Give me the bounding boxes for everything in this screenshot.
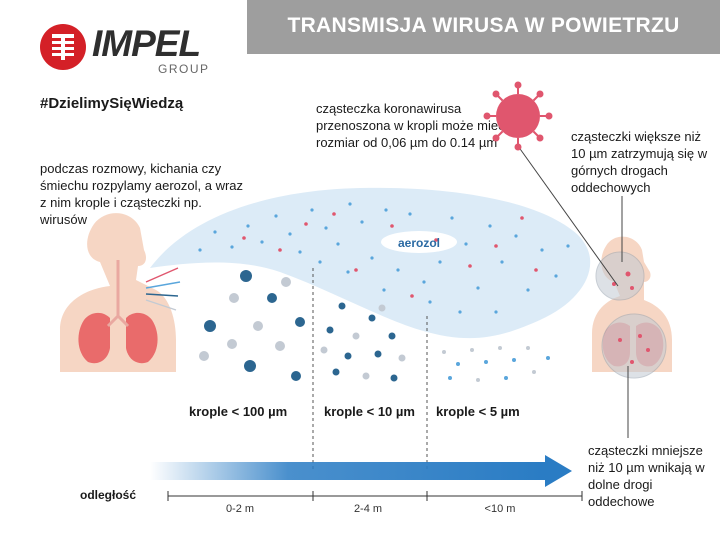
logo-subtitle: GROUP <box>158 62 210 76</box>
text-large-particles: cząsteczki większe niż 10 µm zatrzymują … <box>571 129 708 195</box>
category-label-10um: krople < 10 µm <box>324 404 415 419</box>
person-left <box>60 213 181 372</box>
aerosol-label-bg <box>381 231 457 253</box>
page-title: TRANSMISJA WIRUSA W POWIETRZU <box>287 14 680 37</box>
droplets-large <box>199 270 305 381</box>
droplets-medium <box>320 302 406 382</box>
range-label-2-4m: 2-4 m <box>353 503 383 515</box>
logo-mark-icon <box>40 24 86 70</box>
aerosol-cloud <box>150 187 591 339</box>
category-label-5um: krople < 5 µm <box>436 404 520 419</box>
distance-arrow <box>150 455 572 487</box>
header-banner: TRANSMISJA WIRUSA W POWIETRZU <box>247 0 720 54</box>
person-right <box>592 236 672 379</box>
hashtag: #DzielimySięWiedzą <box>40 95 184 112</box>
distance-scale <box>167 491 583 501</box>
category-label-100um: krople < 100 µm <box>189 404 288 419</box>
coronavirus-icon <box>483 81 553 151</box>
logo: IMPEL GROUP <box>40 22 210 78</box>
aerosol-label: aerozol <box>398 236 441 250</box>
range-label-10m: <10 m <box>484 503 516 515</box>
zone-dividers <box>312 268 428 470</box>
aerosol-virus-specks <box>242 212 538 298</box>
distance-label: odległość <box>80 488 137 502</box>
range-label-0-2m: 0-2 m <box>225 503 255 515</box>
text-speech-aerosol: podczas rozmowy, kichania czy śmiechu ro… <box>40 161 244 227</box>
aerosol-specks <box>198 202 570 314</box>
logo-wordmark: IMPEL <box>92 23 201 64</box>
text-small-particles: cząsteczki mniejsze niż 10 µm wnikają w … <box>588 443 705 509</box>
droplets-small <box>442 346 550 382</box>
connector-lines <box>517 145 629 438</box>
text-virus-size: cząsteczka koronawirusa przenoszona w kr… <box>316 101 505 150</box>
